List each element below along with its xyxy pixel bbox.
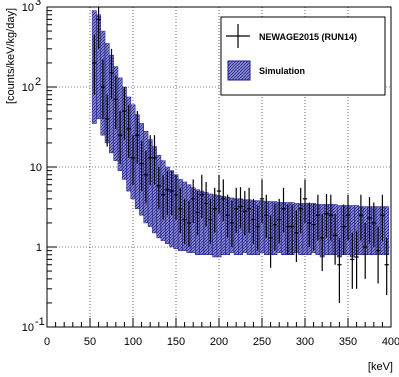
data-point <box>367 197 372 244</box>
data-point <box>152 135 157 185</box>
data-point <box>173 174 179 220</box>
data-point <box>117 111 123 164</box>
data-point <box>264 194 269 238</box>
data-point <box>225 194 230 238</box>
data-point <box>307 202 312 247</box>
data-point <box>281 187 286 233</box>
data-point <box>135 111 140 164</box>
data-point <box>354 230 359 289</box>
data-point <box>182 198 187 244</box>
data-point <box>105 94 110 147</box>
data-point <box>238 187 243 229</box>
legend-data-marker <box>226 24 250 48</box>
x-tick-label: 250 <box>253 336 271 348</box>
data-point <box>341 204 346 255</box>
legend: NEWAGE2015 (RUN14) Simulation <box>220 16 386 96</box>
data-point <box>328 194 333 241</box>
data-point <box>255 205 260 251</box>
data-point <box>212 187 217 233</box>
data-point <box>294 210 299 262</box>
data-point <box>285 204 290 255</box>
data-point <box>259 179 265 223</box>
data-point <box>272 203 278 251</box>
data-point <box>268 215 273 268</box>
data-point <box>332 213 338 265</box>
data-point <box>221 179 226 222</box>
data-point <box>320 213 325 272</box>
data-point <box>311 203 316 251</box>
data-point <box>165 170 170 216</box>
data-point <box>302 179 308 223</box>
data-point <box>363 222 368 279</box>
y-tick-label: 10 <box>22 322 34 334</box>
y-tick-label-exponent: -1 <box>35 316 45 328</box>
data-point <box>234 187 239 233</box>
data-point <box>195 191 200 236</box>
data-point <box>350 232 355 289</box>
data-point <box>298 187 303 233</box>
y-tick-label: 10 <box>30 162 42 174</box>
y-tick-label: 1 <box>36 242 42 254</box>
data-point <box>122 87 127 140</box>
y-tick-label: 10 <box>22 2 34 14</box>
data-point <box>178 187 183 233</box>
data-point <box>199 174 204 219</box>
data-point <box>96 7 101 49</box>
x-tick-label: 200 <box>210 336 228 348</box>
legend-label-data: NEWAGE2015 (RUN14) <box>259 32 357 42</box>
x-tick-label: 350 <box>339 336 357 348</box>
data-point <box>139 141 144 192</box>
data-point <box>208 198 213 244</box>
x-tick-label: 300 <box>296 336 314 348</box>
x-tick-label: 100 <box>124 336 142 348</box>
data-point <box>242 191 247 236</box>
data-point <box>229 200 235 247</box>
y-axis-label: [counts/keV/kg/day] <box>5 8 17 104</box>
data-point <box>380 194 385 241</box>
x-tick-label: 150 <box>167 336 185 348</box>
data-point <box>216 174 222 214</box>
data-point <box>156 167 161 209</box>
data-point <box>100 59 106 119</box>
data-points <box>92 7 389 303</box>
y-tick-label-exponent: 3 <box>35 0 41 8</box>
x-tick-label: 50 <box>84 336 96 348</box>
legend-box <box>220 16 386 96</box>
data-point <box>251 198 256 244</box>
legend-label-simulation: Simulation <box>259 66 305 76</box>
data-point <box>371 202 376 247</box>
x-tick-label: 0 <box>44 336 50 348</box>
data-point <box>186 200 192 247</box>
data-point <box>315 194 321 241</box>
data-point <box>324 193 329 238</box>
data-point <box>148 135 153 185</box>
data-point <box>203 181 209 227</box>
x-axis-label: [keV] <box>368 361 393 373</box>
data-point <box>126 104 131 158</box>
data-point <box>345 194 351 241</box>
data-point <box>169 170 174 216</box>
y-tick-label-exponent: 2 <box>35 76 41 88</box>
data-point <box>246 187 252 233</box>
data-point <box>92 34 97 95</box>
data-point <box>277 198 282 244</box>
y-tick-label: 10 <box>22 82 34 94</box>
data-point <box>191 179 196 223</box>
data-point <box>143 150 149 204</box>
data-point <box>384 237 389 296</box>
data-point <box>375 226 381 284</box>
legend-band-swatch <box>227 60 251 81</box>
x-tick-label: 400 <box>382 336 399 348</box>
data-point <box>130 135 136 185</box>
data-point <box>358 194 364 241</box>
data-point <box>289 204 295 255</box>
data-point <box>113 75 118 129</box>
data-point <box>160 174 166 220</box>
data-point <box>109 48 114 100</box>
data-point <box>337 237 342 303</box>
